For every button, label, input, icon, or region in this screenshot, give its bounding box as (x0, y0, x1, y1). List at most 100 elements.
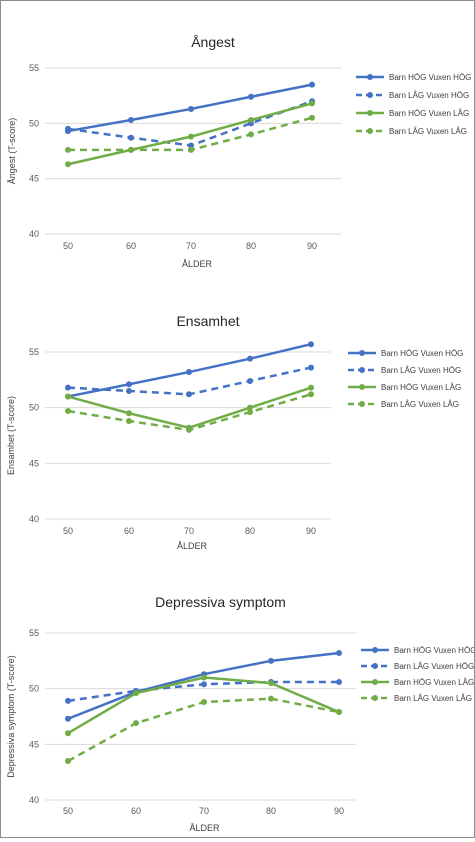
data-point (188, 133, 194, 140)
legend-label: Barn HÖG Vuxen HÖG (389, 73, 471, 82)
y-tick-label: 55 (29, 347, 39, 357)
data-point (248, 131, 254, 138)
legend-swatch-marker (372, 647, 378, 653)
y-tick-label: 40 (29, 229, 39, 239)
y-tick-label: 40 (29, 795, 39, 805)
chart-title: Ångest (191, 34, 235, 50)
x-tick-label: 70 (184, 526, 194, 536)
data-point (201, 699, 207, 706)
data-point (133, 690, 139, 697)
data-point (268, 695, 274, 702)
data-point (247, 409, 253, 416)
legend-label: Barn HÖG Vuxen LÅG (394, 678, 474, 687)
data-point (126, 387, 132, 394)
data-point (65, 408, 71, 415)
data-point (65, 161, 71, 168)
data-point (336, 709, 342, 716)
data-point (186, 426, 192, 433)
legend-label: Barn HÖG Vuxen HÖG (381, 349, 463, 358)
data-point (268, 657, 274, 664)
data-point (188, 105, 194, 112)
data-point (201, 681, 207, 688)
x-tick-label: 90 (334, 806, 344, 816)
y-tick-label: 50 (29, 684, 39, 694)
data-point (247, 404, 253, 411)
x-tick-label: 90 (307, 241, 317, 251)
data-point (201, 674, 207, 681)
data-point (126, 410, 132, 417)
y-tick-label: 50 (29, 403, 39, 413)
data-point (309, 100, 315, 107)
legend-swatch-marker (367, 110, 373, 116)
data-point (126, 381, 132, 388)
data-point (65, 125, 71, 132)
x-tick-label: 50 (63, 806, 73, 816)
legend-swatch-marker (372, 679, 378, 685)
y-tick-label: 45 (29, 174, 39, 184)
chart-title: Ensamhet (176, 313, 239, 329)
data-point (268, 680, 274, 687)
data-point (186, 369, 192, 376)
chart-title: Depressiva symptom (155, 594, 286, 610)
data-point (65, 715, 71, 722)
data-point (128, 146, 134, 153)
y-tick-label: 45 (29, 739, 39, 749)
legend-swatch-marker (359, 350, 365, 356)
x-tick-label: 80 (246, 241, 256, 251)
x-tick-label: 70 (186, 241, 196, 251)
legend-swatch-marker (359, 367, 365, 373)
y-tick-label: 50 (29, 118, 39, 128)
data-point (65, 393, 71, 400)
legend-label: Barn LÅG Vuxen LÅG (381, 400, 459, 409)
data-point (308, 341, 314, 348)
legend-label: Barn LÅG Vuxen HÖG (389, 91, 469, 100)
y-tick-label: 45 (29, 458, 39, 468)
x-tick-label: 50 (63, 241, 73, 251)
legend-label: Barn LÅG Vuxen HÖG (381, 366, 461, 375)
data-point (309, 114, 315, 121)
y-tick-label: 55 (29, 628, 39, 638)
legend-label: Barn HÖG Vuxen LÅG (381, 383, 461, 392)
x-tick-label: 60 (124, 526, 134, 536)
data-point (188, 142, 194, 149)
x-tick-label: 80 (245, 526, 255, 536)
legend-swatch-marker (367, 128, 373, 134)
data-point (65, 697, 71, 704)
y-axis-label: Depressiva symptom (T-score) (6, 655, 16, 778)
data-point (65, 384, 71, 391)
data-point (65, 758, 71, 765)
data-point (248, 93, 254, 100)
x-tick-label: 60 (131, 806, 141, 816)
x-axis-label: ÅLDER (182, 259, 213, 269)
legend-swatch-marker (359, 384, 365, 390)
x-axis-label: ÅLDER (189, 823, 220, 833)
data-point (65, 146, 71, 153)
data-point (308, 384, 314, 391)
data-point (128, 117, 134, 124)
data-point (128, 134, 134, 141)
data-point (126, 418, 132, 425)
data-point (247, 355, 253, 362)
x-tick-label: 90 (306, 526, 316, 536)
legend-swatch-marker (372, 695, 378, 701)
x-tick-label: 50 (63, 526, 73, 536)
data-point (308, 364, 314, 371)
data-point (308, 391, 314, 398)
y-tick-label: 55 (29, 63, 39, 73)
legend-label: Barn HÖG Vuxen HÖG (394, 646, 474, 655)
data-point (336, 678, 342, 685)
legend-swatch-marker (367, 92, 373, 98)
y-axis-label: Ångest (T-score) (7, 118, 17, 185)
legend-label: Barn LÅG Vuxen LÅG (389, 127, 467, 136)
data-point (65, 730, 71, 737)
x-tick-label: 70 (199, 806, 209, 816)
data-point (188, 146, 194, 153)
data-point (248, 117, 254, 124)
data-point (309, 81, 315, 88)
x-axis-label: ÅLDER (177, 541, 208, 551)
data-point (336, 650, 342, 657)
y-axis-label: Ensamhet (T-score) (6, 396, 16, 475)
legend-swatch-marker (359, 401, 365, 407)
